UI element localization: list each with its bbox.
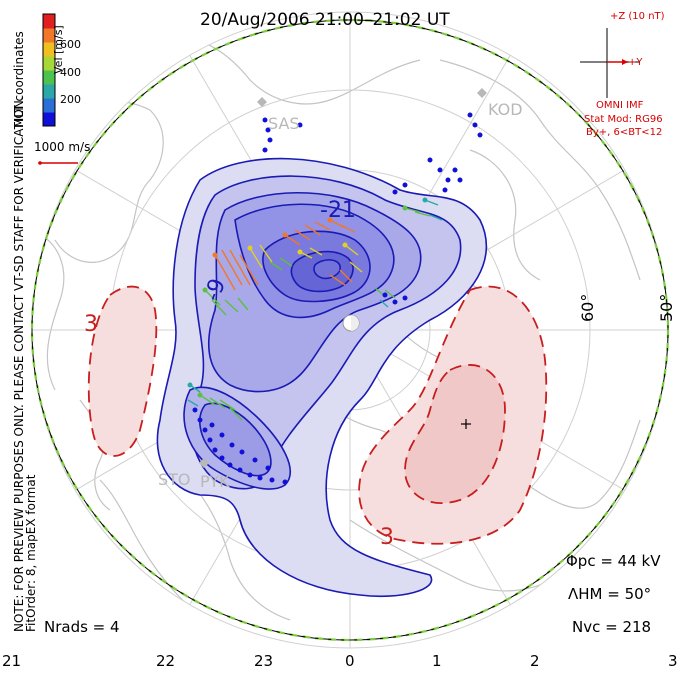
colorbar-frame (42, 13, 56, 127)
station-pyk: PYK (200, 472, 230, 491)
contour-label-neg21: -21 (320, 198, 356, 223)
negative-potential-cell (156, 157, 488, 598)
colorbar-tick-400: 400 (60, 66, 81, 79)
mlt-label-3: 3 (668, 652, 678, 670)
colorbar-tick-200: 200 (60, 93, 81, 106)
mlt-label-22: 22 (156, 652, 176, 670)
contour-pos-left (87, 285, 158, 457)
station-sas: SAS (268, 114, 300, 133)
imf-z-label: +Z (10 nT) (610, 11, 665, 22)
station-kod: KOD (488, 100, 523, 119)
stat-n-rads: Nrads = 4 (44, 618, 120, 636)
mlt-label-2: 2 (530, 652, 540, 670)
mlt-label-1: 1 (432, 652, 442, 670)
scale-vector-label: 1000 m/s (34, 140, 91, 154)
colorbar-segment (43, 28, 55, 43)
velocity-colorbar (42, 13, 56, 127)
potential-max-marker (461, 419, 471, 429)
lat-label-50: 50° (657, 293, 676, 322)
station-markers (199, 88, 487, 468)
imf-source: OMNI IMF (596, 100, 644, 111)
pole-marker (342, 314, 360, 332)
colorbar-segment (43, 112, 55, 127)
lat-label-60: 60° (578, 293, 597, 322)
imf-dial (580, 28, 640, 98)
contour-neg-7 (313, 259, 341, 280)
positive-potential-cells (87, 285, 548, 545)
stat-phi-pc: Φpc = 44 kV (566, 552, 661, 570)
mlt-label-21: 21 (2, 652, 22, 670)
stat-n-vc: Nvc = 218 (572, 618, 652, 636)
mlt-label-0: 0 (345, 652, 355, 670)
imf-y-label: +Y (628, 57, 643, 68)
outer-boundary (31, 19, 669, 641)
mlt-label-23: 23 (254, 652, 274, 670)
colorbar-segment (43, 84, 55, 99)
colorbar-segment (43, 14, 55, 29)
stat-lambda-hm: ΛHM = 50° (568, 585, 652, 603)
colorbar-segment (43, 42, 55, 57)
colorbar-segment (43, 70, 55, 85)
scale-vector (38, 161, 78, 165)
imf-condition: By+, 6<BT<12 (586, 127, 663, 138)
contour-label-pos3-left: 3 (84, 312, 98, 337)
contour-neg-dawn-inner (199, 402, 272, 477)
velocity-vectors (187, 112, 483, 485)
colorbar-segment (43, 98, 55, 113)
colorbar-tick-600: 600 (60, 38, 81, 51)
fit-order: FitOrder: 8, mapEX format (24, 474, 38, 632)
station-sto: STO (158, 470, 191, 489)
colorbar-segment (43, 56, 55, 71)
plot-title: 20/Aug/2006 21:00–21:02 UT (200, 10, 450, 30)
contour-pos-right-inner (404, 364, 506, 505)
contour-label-pos3-right: 3 (380, 525, 394, 550)
imf-model: Stat Mod: RG96 (584, 114, 663, 125)
